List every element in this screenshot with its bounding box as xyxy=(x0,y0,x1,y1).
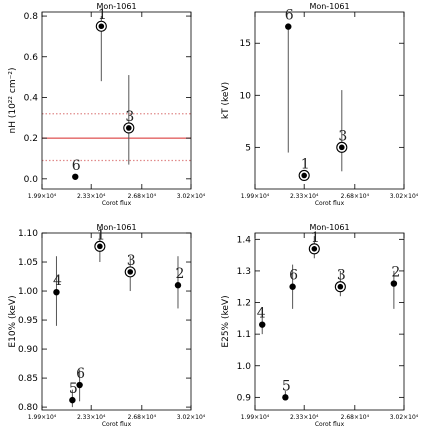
x-tick-label: 1.99×10⁴ xyxy=(28,193,57,200)
data-point-label: 6 xyxy=(72,158,81,174)
data-point-label: 6 xyxy=(76,366,85,382)
x-tick-label: 3.02×10⁴ xyxy=(390,414,419,421)
chart-title: Mon-1061 xyxy=(96,223,136,232)
y-axis-label: kT (keV) xyxy=(221,82,231,119)
data-point-label: 1 xyxy=(301,156,310,172)
data-point-label: 2 xyxy=(391,265,400,281)
data-point-label: 3 xyxy=(127,253,136,269)
y-tick-label: 1.3 xyxy=(237,267,251,277)
y-tick-label: 10 xyxy=(240,91,252,101)
data-point xyxy=(53,288,60,296)
x-tick-label: 2.68×10⁴ xyxy=(341,414,370,421)
y-tick-label: 5 xyxy=(245,143,251,153)
y-tick-label: 0.9 xyxy=(237,393,252,403)
data-point xyxy=(72,173,79,180)
y-tick-label: 0.2 xyxy=(24,134,38,144)
data-point xyxy=(76,381,83,389)
data-point-label: 1 xyxy=(96,227,105,243)
data-point xyxy=(285,23,292,30)
y-tick-label: 0.90 xyxy=(18,345,38,355)
data-point xyxy=(311,246,318,252)
x-tick-label: 1.99×10⁴ xyxy=(28,414,57,421)
data-point xyxy=(301,172,307,179)
x-tick-label: 3.02×10⁴ xyxy=(177,414,206,421)
data-point xyxy=(98,23,105,30)
y-tick-label: 15 xyxy=(240,39,251,49)
y-tick-label: 0.95 xyxy=(18,316,38,326)
x-tick-label: 2.33×10⁴ xyxy=(290,414,319,421)
data-point xyxy=(289,283,296,290)
x-axis-label: Corot flux xyxy=(102,200,132,207)
y-tick-label: 0.0 xyxy=(24,175,39,185)
data-point xyxy=(69,396,76,404)
plot-frame xyxy=(41,232,192,411)
x-tick-label: 2.33×10⁴ xyxy=(77,414,106,421)
data-point-label: 4 xyxy=(257,306,266,322)
data-point-label: 5 xyxy=(282,378,291,394)
data-point-label: 5 xyxy=(69,381,78,397)
data-point xyxy=(97,243,103,250)
data-point-label: 3 xyxy=(338,128,347,144)
data-point-label: 1 xyxy=(311,230,320,246)
y-tick-label: 1.05 xyxy=(18,258,38,268)
data-point-label: 6 xyxy=(289,268,298,284)
x-tick-label: 3.02×10⁴ xyxy=(390,193,419,200)
data-point xyxy=(338,144,345,151)
plot-frame xyxy=(254,11,405,190)
x-axis-label: Corot flux xyxy=(102,421,132,428)
y-axis-label: nH (10²² cm⁻²) xyxy=(8,68,18,134)
data-point xyxy=(282,394,289,401)
plot-frame xyxy=(254,232,405,411)
chart-panel-3: Mon-1061 0.80 0.85 0.90 0.95 1.00 1.05 1.10 1.99… xyxy=(8,223,206,428)
chart-title: Mon-1061 xyxy=(309,223,349,232)
x-axis-label: Corot flux xyxy=(315,421,345,428)
data-point-label: 3 xyxy=(125,109,134,125)
data-point xyxy=(174,282,182,289)
y-axis-label: E25% (keV) xyxy=(221,295,231,347)
data-point-label: 2 xyxy=(176,266,185,282)
x-tick-label: 2.68×10⁴ xyxy=(128,414,157,421)
y-tick-label: 1.10 xyxy=(18,229,38,239)
y-tick-label: 0.85 xyxy=(18,374,38,384)
y-tick-label: 0.6 xyxy=(24,53,39,63)
data-point xyxy=(390,280,398,287)
y-tick-label: 1.2 xyxy=(237,299,251,309)
data-point-label: 6 xyxy=(285,8,294,24)
y-tick-label: 0.4 xyxy=(24,93,39,103)
x-tick-label: 2.33×10⁴ xyxy=(290,193,319,200)
y-tick-label: 0.80 xyxy=(18,403,38,413)
chart-title: Mon-1061 xyxy=(309,2,349,11)
chart-title: Mon-1061 xyxy=(96,2,136,11)
chart-panel-4: Mon-1061 0.9 1.0 1.1 1.2 1.3 1.4 1.99×10⁴ 2.33×1… xyxy=(221,223,419,428)
y-tick-label: 1.1 xyxy=(237,330,251,340)
data-point xyxy=(259,321,266,328)
data-point xyxy=(127,269,134,275)
plot-frame xyxy=(41,11,192,190)
data-point xyxy=(337,283,344,290)
y-tick-label: 1.0 xyxy=(237,362,252,372)
x-tick-label: 3.02×10⁴ xyxy=(177,193,206,200)
data-point-label: 4 xyxy=(53,273,62,289)
x-tick-label: 2.33×10⁴ xyxy=(77,193,106,200)
chart-panel-2: Mon-1061 5 10 15 1.99×10⁴ 2.33×10⁴ 2.68×10⁴ 3.0… xyxy=(221,2,419,207)
chart-panel-1: Mon-1061 0.0 0.2 0.4 0.6 0.8 1.99×10⁴ 2.33×10⁴ 2… xyxy=(8,2,206,207)
x-tick-label: 1.99×10⁴ xyxy=(241,193,270,200)
y-tick-label: 1.00 xyxy=(18,287,38,297)
y-axis-label: E10% (keV) xyxy=(8,295,18,347)
y-tick-label: 0.8 xyxy=(24,12,39,22)
x-tick-label: 2.68×10⁴ xyxy=(128,193,157,200)
y-tick-label: 1.4 xyxy=(237,235,252,245)
data-point-label: 3 xyxy=(337,268,346,284)
x-axis-label: Corot flux xyxy=(315,200,345,207)
x-tick-label: 1.99×10⁴ xyxy=(241,414,270,421)
data-point xyxy=(125,125,132,131)
data-point-label: 1 xyxy=(98,7,107,23)
x-tick-label: 2.68×10⁴ xyxy=(341,193,370,200)
